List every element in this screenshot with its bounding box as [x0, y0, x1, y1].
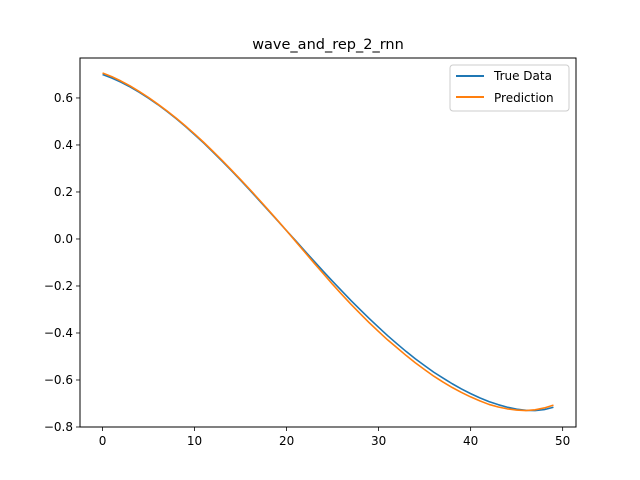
plot-lines: [102, 72, 554, 412]
legend-label-prediction: Prediction: [494, 91, 554, 105]
x-tick-label: 20: [279, 434, 294, 448]
y-axis: −0.8 −0.6 −0.4 −0.2 0.0 0.2 0.4 0.6: [44, 91, 80, 434]
x-tick-label: 50: [555, 434, 570, 448]
y-tick-label: −0.4: [44, 326, 73, 340]
series-line-prediction: [102, 72, 554, 412]
x-axis: 0 10 20 30 40 50: [99, 427, 570, 448]
y-tick-label: −0.6: [44, 373, 73, 387]
legend: True Data Prediction: [449, 64, 570, 112]
chart-title: wave_and_rep_2_rnn: [252, 37, 404, 53]
axes-frame: [79, 57, 577, 428]
y-tick-label: 0.2: [54, 185, 73, 199]
y-tick-label: 0.0: [54, 232, 73, 246]
x-tick-label: 30: [371, 434, 386, 448]
y-tick-label: 0.6: [54, 91, 73, 105]
y-tick-label: −0.2: [44, 279, 73, 293]
legend-label-true-data: True Data: [493, 69, 552, 83]
x-tick-label: 10: [187, 434, 202, 448]
x-tick-label: 40: [463, 434, 478, 448]
series-line-true-data: [102, 73, 554, 412]
x-tick-label: 0: [99, 434, 107, 448]
y-tick-label: −0.8: [44, 420, 73, 434]
y-tick-label: 0.4: [54, 138, 73, 152]
